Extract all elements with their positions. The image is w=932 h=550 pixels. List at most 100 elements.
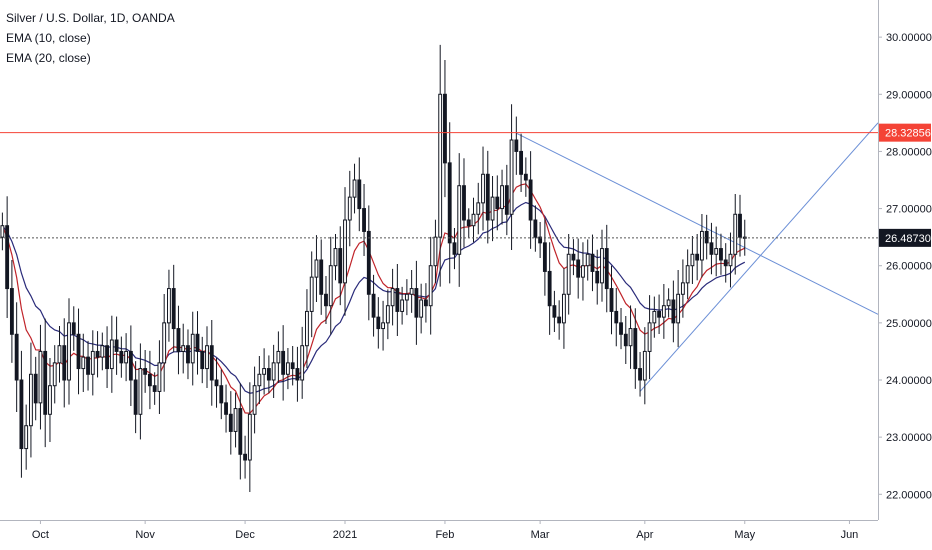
candle	[71, 306, 76, 351]
candle-body	[714, 248, 719, 255]
candle-body	[414, 288, 419, 318]
candle-body	[609, 288, 614, 312]
candle-body	[29, 373, 33, 427]
candle-body	[443, 93, 447, 164]
candle	[285, 348, 290, 390]
candle	[38, 324, 43, 430]
candle	[90, 330, 95, 396]
candle-body	[362, 208, 366, 232]
x-tick-label: Mar	[531, 529, 550, 541]
candle	[181, 323, 186, 374]
candle-body	[738, 213, 742, 238]
candle-body	[62, 345, 67, 381]
candle	[124, 333, 129, 382]
candle	[162, 294, 167, 392]
candle	[704, 214, 709, 260]
candle	[271, 344, 276, 398]
candle-body	[600, 248, 604, 284]
candle	[609, 265, 614, 335]
candle-body	[404, 293, 409, 301]
candle-body	[381, 322, 386, 330]
candle	[619, 308, 623, 350]
candle-body	[528, 179, 533, 221]
candle-body	[133, 379, 138, 415]
candle	[400, 286, 405, 325]
candle-body	[228, 413, 233, 432]
candle-body	[538, 236, 543, 244]
candle-body	[205, 345, 209, 370]
candle	[233, 392, 238, 448]
candle-body	[542, 242, 547, 272]
candle	[409, 270, 414, 313]
candle	[590, 234, 595, 292]
candle	[314, 235, 319, 302]
candle-body	[266, 368, 271, 381]
candle	[138, 343, 143, 440]
candle-body	[561, 293, 566, 324]
candle-body	[457, 185, 462, 255]
candle	[67, 298, 71, 405]
candle-body	[281, 350, 286, 375]
candle-body	[333, 248, 338, 267]
candle	[462, 158, 466, 248]
indicator-ema-10: EMA (10, close)	[6, 31, 91, 45]
candle	[371, 274, 376, 337]
candle-body	[143, 368, 148, 375]
candle-body	[619, 322, 623, 335]
candle-body	[52, 362, 57, 387]
candle	[404, 279, 409, 316]
candle-body	[704, 230, 709, 244]
candle	[581, 242, 585, 301]
candle	[500, 169, 504, 225]
candle-body	[514, 139, 519, 152]
candle	[381, 300, 386, 351]
candle-body	[124, 350, 129, 364]
candle-body	[500, 185, 504, 210]
candle	[414, 260, 419, 345]
candle-body	[671, 299, 676, 324]
candle	[195, 311, 200, 375]
candle	[600, 229, 604, 302]
candle-body	[695, 253, 700, 261]
candle-body	[33, 373, 38, 404]
candle	[666, 288, 671, 318]
candle	[428, 236, 433, 335]
candle	[152, 372, 157, 405]
candle-body	[285, 362, 290, 375]
candle	[419, 283, 424, 334]
candle-body	[647, 322, 652, 352]
candle	[48, 358, 52, 442]
candle-body	[319, 259, 324, 295]
candle	[86, 340, 90, 391]
candle-body	[595, 270, 600, 284]
candle	[114, 316, 119, 375]
candle	[52, 345, 57, 404]
y-tick-label: 24.00000	[886, 375, 932, 387]
candle	[19, 350, 24, 478]
candle-body	[666, 299, 671, 307]
candle	[109, 315, 114, 393]
candle-body	[438, 93, 443, 238]
candle-body	[552, 305, 557, 318]
candle-body	[109, 339, 114, 370]
x-tick-label: Jun	[841, 529, 859, 541]
candle	[657, 294, 662, 334]
candle-body	[271, 362, 276, 381]
x-tick-label: Nov	[135, 529, 155, 541]
candle	[205, 326, 209, 388]
candle-body	[247, 413, 252, 461]
candle-body	[95, 350, 100, 358]
y-tick-label: 23.00000	[886, 432, 932, 444]
candle-body	[462, 185, 466, 221]
candle-body	[105, 345, 110, 370]
candle-body	[419, 299, 424, 318]
candle-body	[43, 350, 48, 415]
candle-body	[581, 265, 585, 278]
candle-body	[661, 305, 666, 318]
candle-body	[428, 265, 433, 307]
candle	[481, 146, 485, 231]
candle	[709, 222, 714, 275]
candle	[100, 332, 105, 371]
